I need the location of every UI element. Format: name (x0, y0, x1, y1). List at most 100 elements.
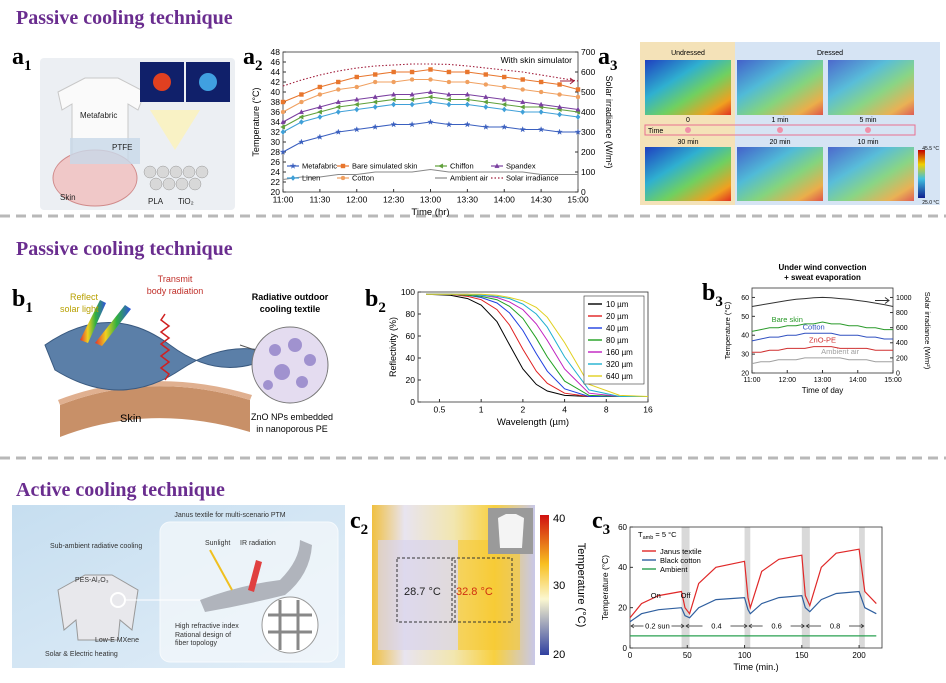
x-axis-label: Time (hr) (411, 207, 449, 218)
marker (279, 148, 287, 155)
label: Sub-ambient radiative cooling (50, 543, 142, 550)
particles (143, 165, 209, 191)
marker (372, 94, 378, 100)
panel-index: 2 (378, 300, 386, 316)
marker (556, 128, 563, 135)
panel-label: a2 (243, 44, 263, 74)
y-tick-label: 0 (623, 644, 628, 653)
x-tick-label: 200 (852, 651, 866, 660)
y2-tick-label: 200 (896, 355, 908, 362)
marker (483, 104, 489, 110)
label: 0 (686, 117, 690, 124)
x-tick-label: 14:00 (494, 195, 516, 205)
roi-box (451, 557, 513, 623)
legend-label: Spandex (506, 162, 536, 171)
marker (446, 101, 452, 108)
marker (409, 69, 415, 75)
marker (483, 72, 489, 77)
phase-label: 0.2 sun (645, 622, 670, 631)
series-label: Cotton (803, 322, 825, 331)
y-tick-label: 26 (271, 157, 281, 167)
phase-label-bg (702, 621, 731, 631)
series-line (282, 63, 579, 87)
phase-label: 0.4 (711, 622, 721, 631)
marker (446, 69, 452, 75)
x-tick-label: 8 (604, 405, 609, 415)
marker (574, 128, 582, 135)
marker (299, 92, 304, 97)
x-tick-label: 14:30 (530, 195, 552, 205)
marker (391, 79, 396, 85)
panel-letter: a (598, 44, 610, 70)
marker (334, 128, 342, 135)
shaded-band (681, 527, 690, 648)
panel-letter: c (350, 508, 361, 534)
y-tick-label: 100 (401, 287, 415, 297)
chart-title: Under wind convection (778, 263, 866, 272)
marker (446, 91, 452, 97)
y2-tick-label: 0 (581, 187, 586, 197)
marker (336, 79, 341, 85)
marker (446, 79, 452, 85)
y-tick-label: 40 (271, 87, 281, 97)
marker (391, 69, 396, 75)
marker (538, 101, 544, 107)
illustration-c2: 28.7 °C 32.8 °C 40 30 20 Temperature (°C… (372, 505, 587, 665)
marker (557, 104, 563, 110)
marker (483, 94, 489, 100)
y-tick-label: 34 (271, 117, 281, 127)
colorbar-tick-label: 30 (553, 580, 565, 592)
marker (428, 67, 433, 72)
panel-label: a3 (598, 44, 618, 74)
series-line (282, 121, 578, 153)
thermal-image (645, 147, 731, 201)
time-bar (644, 124, 916, 136)
marker (280, 99, 286, 105)
marker (317, 114, 323, 120)
marker (409, 91, 415, 97)
marker (501, 106, 507, 113)
panel-letter: b (365, 286, 378, 312)
label: PTFE (112, 143, 132, 152)
x-tick-label: 150 (795, 651, 809, 660)
marker (335, 99, 341, 105)
legend-label: 40 µm (606, 324, 629, 333)
panel-index: 1 (24, 58, 32, 74)
y2-tick-label: 100 (581, 167, 595, 177)
marker (298, 114, 304, 120)
marker (520, 109, 526, 115)
marker (354, 84, 359, 90)
label: Skin (120, 413, 141, 425)
series-label: Bare skin (772, 315, 803, 324)
marker (557, 82, 562, 87)
body-radiation (159, 313, 171, 381)
x-tick-label: 12:00 (778, 377, 796, 384)
marker (290, 175, 296, 181)
legend-label: Ambient air (450, 174, 488, 183)
y-axis-label: Temperature (°C) (600, 555, 610, 620)
x-tick-label: 15:00 (884, 377, 902, 384)
series-line (751, 332, 893, 342)
y-tick-label: 36 (271, 107, 281, 117)
y-tick-label: 40 (618, 563, 627, 572)
label: Dressed (817, 50, 843, 57)
colorbar-tick-label: 40 (553, 513, 565, 525)
x-tick-label: 12:00 (346, 195, 368, 205)
marker (575, 114, 581, 120)
illustration-a3: Undressed Dressed Time 0 1 min 5 min 30 … (640, 42, 940, 206)
time-dot (685, 127, 691, 133)
axis-pointer (875, 297, 890, 304)
panel-label: c2 (350, 508, 368, 538)
marker (354, 106, 360, 113)
y2-axis-label: Solar irradiance (W/m²) (923, 292, 932, 370)
thermal-image (828, 60, 914, 115)
colorbar (918, 150, 925, 198)
colorbar-label: Temperature (°C) (575, 543, 587, 627)
label: 28.7 °C (404, 586, 441, 598)
marker (317, 104, 323, 110)
y2-tick-label: 1000 (896, 295, 912, 302)
annotation-part: amb (643, 535, 654, 541)
label: Undressed (671, 50, 705, 57)
illustration-a1: Metafabric Skin PTFE PLA TiO₂ (40, 58, 235, 210)
marker (575, 106, 581, 112)
